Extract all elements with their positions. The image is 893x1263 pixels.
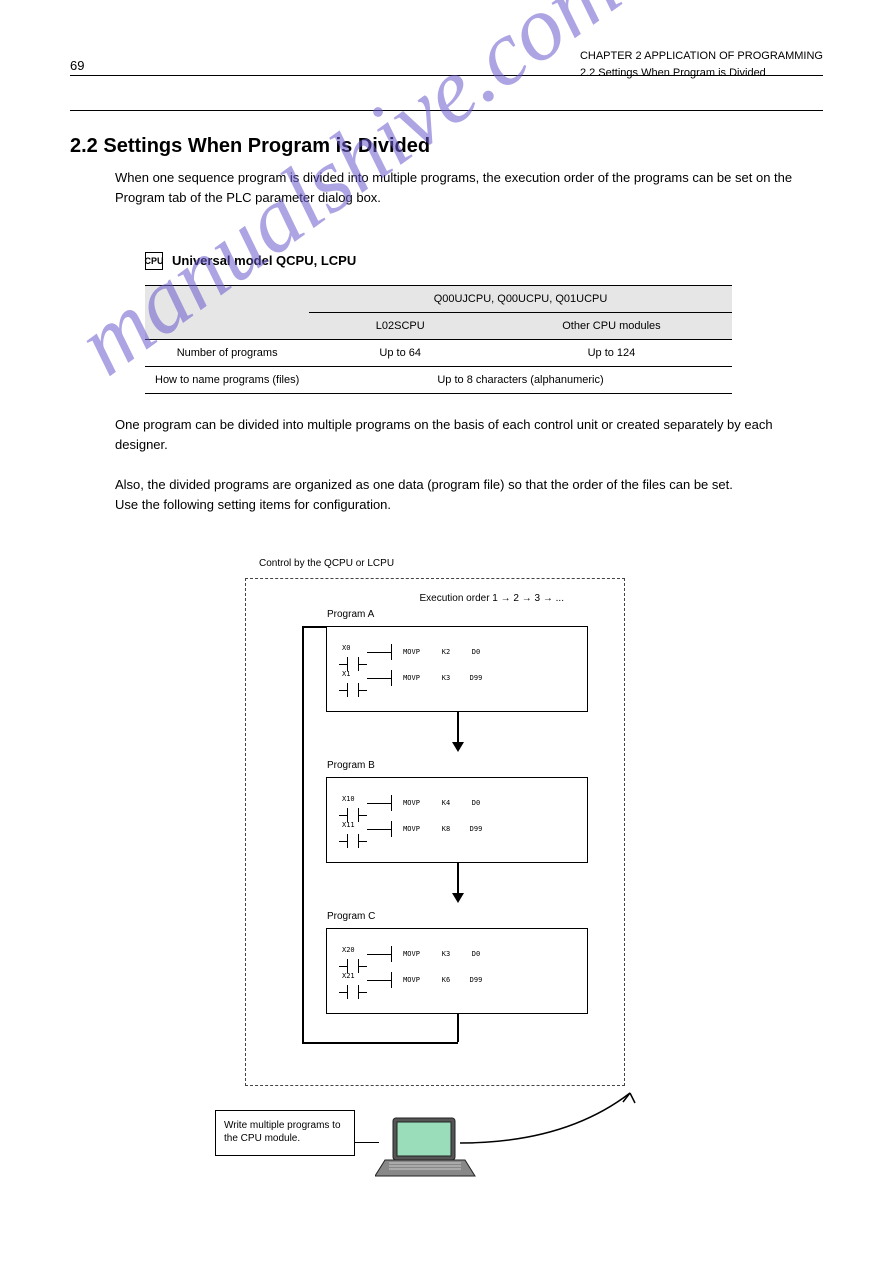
ladder-block-c: Program C X20 MOVP K3 D0 X21 MOVP K6 D99	[326, 928, 588, 1014]
chapter-header: CHAPTER 2 APPLICATION OF PROGRAMMING 2.2…	[580, 48, 823, 81]
block-b-title: Program B	[327, 760, 375, 771]
cpu-icon: CPU	[145, 252, 163, 270]
exec-order-label: Execution order 1 → 2 → 3 → ...	[419, 593, 564, 604]
loopback-line-h-bot	[302, 1042, 458, 1044]
arrow-down-2	[452, 893, 464, 903]
paragraph-1: One program can be divided into multiple…	[115, 415, 823, 455]
th-merged: Q00UJCPU, Q00UCPU, Q01UCPU	[309, 286, 731, 313]
block-c-title: Program C	[327, 911, 375, 922]
ladder-row: X0 MOVP K2 D0	[339, 639, 575, 665]
row2-label: How to name programs (files)	[145, 367, 309, 394]
divider-top2	[70, 110, 823, 111]
para2-line2: Use the following setting items for conf…	[115, 497, 391, 512]
intro-paragraph: When one sequence program is divided int…	[115, 168, 823, 208]
row1-c2: Up to 64	[309, 340, 491, 367]
row1-label: Number of programs	[145, 340, 309, 367]
th-blank	[145, 286, 309, 340]
row1-c3: Up to 124	[491, 340, 732, 367]
arrow-down-1	[452, 742, 464, 752]
upload-arrow	[455, 1088, 655, 1148]
block-a-title: Program A	[327, 609, 374, 620]
ladder-row: X10 MOVP K4 D0	[339, 790, 575, 816]
arrow-stem-2	[457, 863, 459, 893]
header-line1: CHAPTER 2 APPLICATION OF PROGRAMMING	[580, 48, 823, 65]
cpu-icon-label: Universal model QCPU, LCPU	[172, 253, 356, 268]
programs-table: Q00UJCPU, Q00UCPU, Q01UCPU L02SCPU Other…	[145, 285, 732, 394]
divider-top	[70, 75, 823, 76]
loopback-line-v	[302, 626, 304, 1042]
ladder-row: X11 MOVP K8 D99	[339, 816, 575, 842]
th-col2: L02SCPU	[309, 313, 491, 340]
dashbox-label: Control by the QCPU or LCPU	[259, 558, 394, 569]
flowchart-diagram: Control by the QCPU or LCPU Execution or…	[215, 548, 655, 1108]
loopback-stem	[457, 1014, 459, 1042]
page-number: 69	[70, 58, 84, 73]
ladder-row: X1 MOVP K3 D99	[339, 665, 575, 691]
ladder-block-a: Program A X0 MOVP K2 D0 X1 MOVP K3 D99	[326, 626, 588, 712]
ladder-block-b: Program B X10 MOVP K4 D0 X11 MOVP K8 D99	[326, 777, 588, 863]
section-title: 2.2 Settings When Program is Divided	[70, 135, 430, 158]
dashbox: Execution order 1 → 2 → 3 → ... Program …	[245, 578, 625, 1086]
ladder-row: X20 MOVP K3 D0	[339, 941, 575, 967]
callout-box: Write multiple programs to the CPU modul…	[215, 1110, 355, 1156]
para2-line1: Also, the divided programs are organized…	[115, 477, 733, 492]
laptop-illustration: Write multiple programs to the CPU modul…	[215, 1110, 575, 1230]
paragraph-2: Also, the divided programs are organized…	[115, 475, 823, 515]
ladder-row: X21 MOVP K6 D99	[339, 967, 575, 993]
arrow-stem-1	[457, 712, 459, 742]
th-col3: Other CPU modules	[491, 313, 732, 340]
loopback-line-h-top	[302, 626, 326, 628]
header-line2: 2.2 Settings When Program is Divided	[580, 65, 823, 82]
row2-merged: Up to 8 characters (alphanumeric)	[309, 367, 731, 394]
